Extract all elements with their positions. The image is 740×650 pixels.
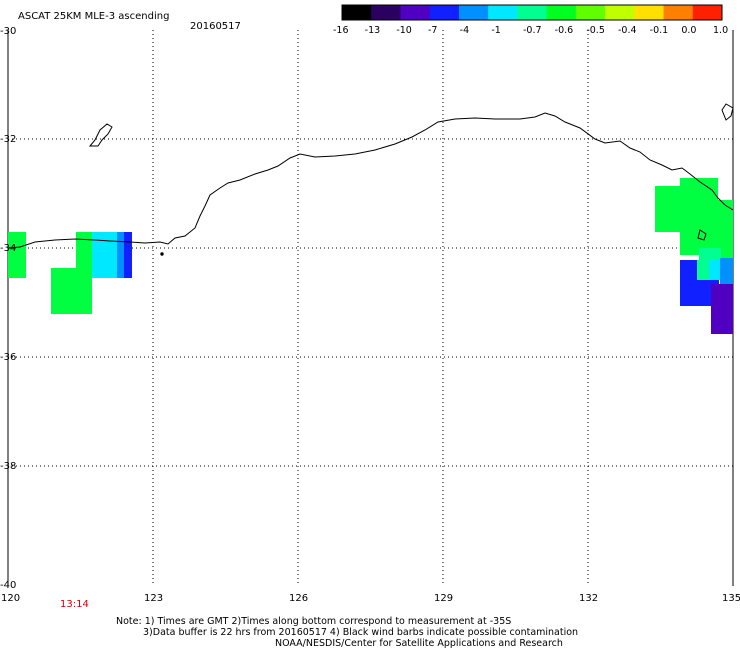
lon-label-126: 126: [289, 593, 309, 604]
lon-label-135: 135: [722, 593, 740, 604]
data-cell: [124, 232, 132, 278]
lat-label-34: -34: [0, 243, 17, 254]
data-cell: [718, 200, 733, 258]
note-line-1: Note: 1) Times are GMT 2)Times along bot…: [116, 616, 512, 627]
colorbar-swatch: [663, 5, 694, 20]
data-cell: [8, 232, 26, 278]
colorbar-tick-label: -0.1: [649, 25, 669, 36]
colorbar-tick-label: -13: [364, 25, 381, 36]
colorbar-swatch: [634, 5, 665, 20]
data-cell: [92, 232, 117, 278]
data-cells: [8, 178, 733, 334]
colorbar-swatch: [575, 5, 606, 20]
colorbar-tick-label: 0.0: [681, 25, 697, 36]
lon-label-120: 120: [1, 593, 21, 604]
colorbar-tick-label: -0.4: [618, 25, 637, 36]
colorbar-tick-label: -0.5: [586, 25, 605, 36]
colorbar-swatch: [429, 5, 460, 20]
data-cell: [655, 186, 680, 232]
colorbar-swatch: [546, 5, 577, 20]
colorbar-tick-label: 1.0: [713, 25, 729, 36]
data-cell: [711, 284, 733, 334]
colorbar-tick-label: -0.6: [554, 25, 574, 36]
colorbar-tick-label: -4: [459, 25, 470, 36]
lat-label-40: -40: [0, 580, 17, 591]
colorbar-tick-label: -16: [333, 25, 349, 36]
lon-label-123: 123: [144, 593, 164, 604]
colorbar-swatch: [400, 5, 431, 20]
colorbar-swatch: [692, 5, 723, 20]
lat-label-36: -36: [0, 352, 17, 363]
pass-time-label: 13:14: [60, 599, 89, 610]
data-cell: [720, 258, 733, 284]
colorbar-swatch: [488, 5, 518, 20]
data-cell: [76, 232, 92, 278]
colorbar-swatch: [342, 5, 372, 20]
colorbar-swatch: [517, 5, 548, 20]
lat-label-38: -38: [0, 461, 17, 472]
colorbar-frame: [341, 4, 723, 21]
lon-label-132: 132: [579, 593, 599, 604]
note-line-3: NOAA/NESDIS/Center for Satellite Applica…: [275, 638, 563, 649]
graticule: [8, 30, 733, 586]
colorbar-tick-label: -7: [428, 25, 438, 36]
coastline: [7, 103, 734, 256]
colorbar-swatch: [371, 5, 401, 20]
colorbar-tick-label: -1: [491, 25, 501, 36]
data-cell: [680, 260, 697, 306]
data-cell: [117, 232, 124, 278]
lat-label-32: -32: [0, 134, 17, 145]
colorbar-swatch: [605, 5, 635, 20]
colorbar: [341, 4, 723, 21]
lon-label-129: 129: [434, 593, 454, 604]
colorbar-tick-label: -10: [396, 25, 412, 36]
colorbar-tick-label: -0.7: [523, 25, 542, 36]
data-cell: [709, 260, 720, 280]
data-cell: [697, 260, 709, 280]
data-cell: [680, 178, 718, 255]
lat-label-30: -30: [0, 26, 17, 37]
map-date: 20160517: [190, 21, 241, 32]
data-cell: [699, 248, 721, 260]
colorbar-swatch: [458, 5, 489, 20]
plot-frame: [7, 30, 734, 586]
map-title: ASCAT 25KM MLE-3 ascending: [18, 11, 170, 22]
note-line-2: 3)Data buffer is 22 hrs from 20160517 4)…: [143, 627, 579, 638]
